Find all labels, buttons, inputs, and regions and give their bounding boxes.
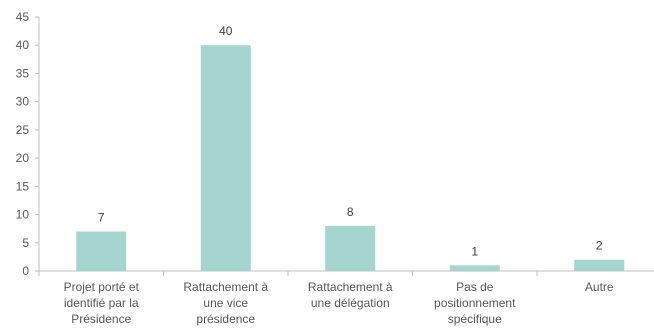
category-label: identifié par la (64, 296, 139, 310)
bar (200, 45, 251, 271)
y-tick-label: 30 (16, 95, 30, 109)
data-label: 8 (347, 205, 354, 219)
category-label: Pas de (456, 280, 494, 294)
category-label: Rattachement à (308, 280, 393, 294)
y-tick-label: 45 (16, 10, 30, 24)
data-label: 2 (596, 239, 603, 253)
bar (574, 259, 625, 271)
bars (76, 45, 625, 271)
bar (76, 231, 127, 271)
category-label: Présidence (71, 312, 131, 326)
data-label: 1 (471, 244, 478, 258)
category-label: Rattachement à (183, 280, 268, 294)
y-tick-label: 0 (22, 264, 29, 278)
category-label: une vice (203, 296, 248, 310)
y-tick-label: 15 (16, 179, 30, 193)
category-label: spécifique (448, 312, 502, 326)
category-label: Projet porté et (64, 280, 140, 294)
data-labels: 7 40 8 1 2 (98, 24, 603, 258)
x-axis (38, 270, 654, 276)
y-tick-label: 5 (22, 236, 29, 250)
y-tick-label: 20 (16, 151, 30, 165)
data-label: 40 (219, 24, 233, 38)
category-label: présidence (196, 312, 255, 326)
category-label: positionnement (434, 296, 516, 310)
bar (449, 265, 500, 271)
data-label: 7 (98, 210, 105, 224)
y-axis: 0 5 10 15 20 25 30 35 40 45 (16, 10, 40, 278)
bar (325, 225, 376, 271)
category-labels: Projet porté et identifié par la Présidenc… (64, 280, 614, 326)
y-tick-label: 10 (16, 208, 30, 222)
category-label: Autre (585, 280, 614, 294)
y-tick-label: 25 (16, 123, 30, 137)
category-label: une délégation (311, 296, 390, 310)
y-tick-label: 40 (16, 38, 30, 52)
y-tick-label: 35 (16, 66, 30, 80)
